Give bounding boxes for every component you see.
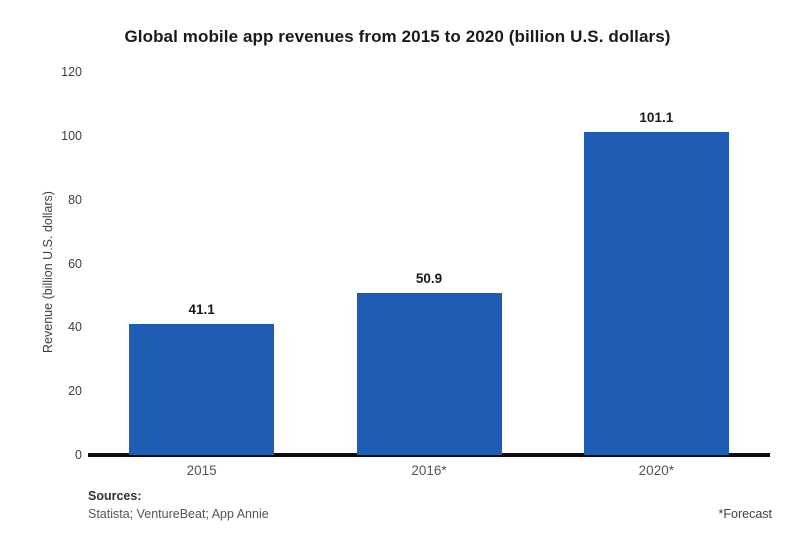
bar-2016* — [356, 292, 502, 455]
y-tick-label: 20 — [68, 384, 82, 399]
chart-title: Global mobile app revenues from 2015 to … — [124, 27, 671, 46]
y-tick-label: 0 — [75, 448, 82, 462]
bar-2020* — [583, 132, 729, 455]
bar-2015 — [129, 323, 275, 455]
x-tick-label: 2016* — [411, 463, 447, 478]
bar-value-label: 101.1 — [639, 110, 674, 126]
x-axis-line — [88, 453, 770, 457]
y-tick-label: 120 — [61, 65, 82, 79]
sources-label: Sources: — [88, 489, 142, 503]
y-tick-label: 40 — [68, 320, 82, 335]
bar-value-label: 50.9 — [415, 270, 443, 286]
forecast-note: *Forecast — [718, 507, 773, 521]
y-axis-tick-labels: 0 20 40 60 80 100 120 — [30, 65, 82, 462]
y-tick-label: 100 — [61, 128, 82, 143]
x-tick-label: 2015 — [186, 463, 217, 478]
bar-value-label: 41.1 — [188, 301, 215, 317]
x-tick-label: 2020* — [638, 463, 674, 478]
y-tick-label: 80 — [68, 192, 82, 207]
plot-area: 41.1 2015 50.9 2016* 101.1 2020* — [88, 72, 770, 478]
sources-text: Statista; VentureBeat; App Annie — [88, 507, 269, 521]
y-tick-label: 60 — [68, 256, 82, 271]
